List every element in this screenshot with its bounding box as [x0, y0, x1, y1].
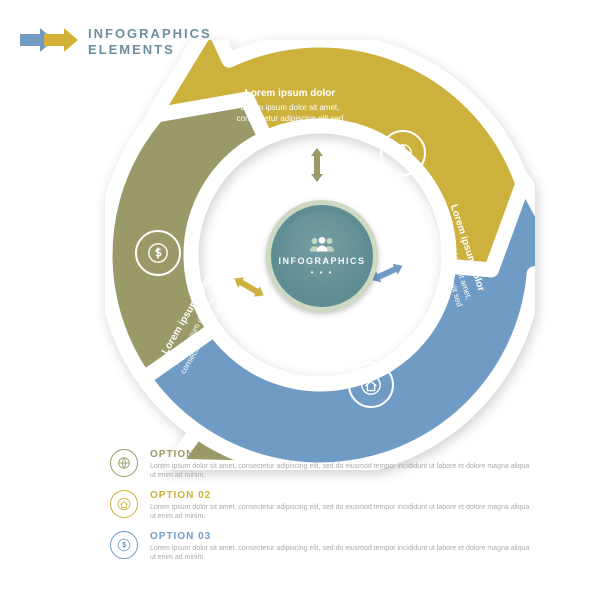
- segment-olive-body: Lorem ipsum dolor sit amet, consectetur …: [235, 102, 345, 135]
- option-desc: Lorem ipsum dolor sit amet, consectetur …: [150, 503, 530, 521]
- infographic-stage: INFOGRAPHICS ELEMENTS Lorem ipsum dolor …: [0, 0, 600, 600]
- globe-icon: [110, 449, 138, 477]
- option-title: OPTION 03: [150, 531, 530, 542]
- option-row: OPTION 02 Lorem ipsum dolor sit amet, co…: [110, 490, 540, 521]
- center-circle: INFOGRAPHICS • • •: [266, 200, 378, 312]
- segment-olive-title: Lorem ipsum dolor: [235, 88, 345, 99]
- option-desc: Lorem ipsum dolor sit amet, consectetur …: [150, 544, 530, 562]
- home-icon: [110, 490, 138, 518]
- dollar-icon: [110, 531, 138, 559]
- option-row: OPTION 03 Lorem ipsum dolor sit amet, co…: [110, 531, 540, 562]
- option-title: OPTION 01: [150, 449, 530, 460]
- option-desc: Lorem ipsum dolor sit amet, consectetur …: [150, 462, 530, 480]
- people-icon: [307, 236, 337, 252]
- option-title: OPTION 02: [150, 490, 530, 501]
- options-list: OPTION 01 Lorem ipsum dolor sit amet, co…: [110, 449, 540, 572]
- bidir-arrow-icon: [310, 148, 324, 182]
- home-icon: [348, 362, 394, 408]
- globe-icon: [380, 130, 426, 176]
- center-label: INFOGRAPHICS: [278, 256, 365, 266]
- dollar-icon: [135, 230, 181, 276]
- center-dots: • • •: [311, 268, 334, 277]
- segment-olive-text: Lorem ipsum dolor Lorem ipsum dolor sit …: [235, 88, 345, 135]
- header-arrow-icon: [20, 28, 80, 52]
- option-row: OPTION 01 Lorem ipsum dolor sit amet, co…: [110, 449, 540, 480]
